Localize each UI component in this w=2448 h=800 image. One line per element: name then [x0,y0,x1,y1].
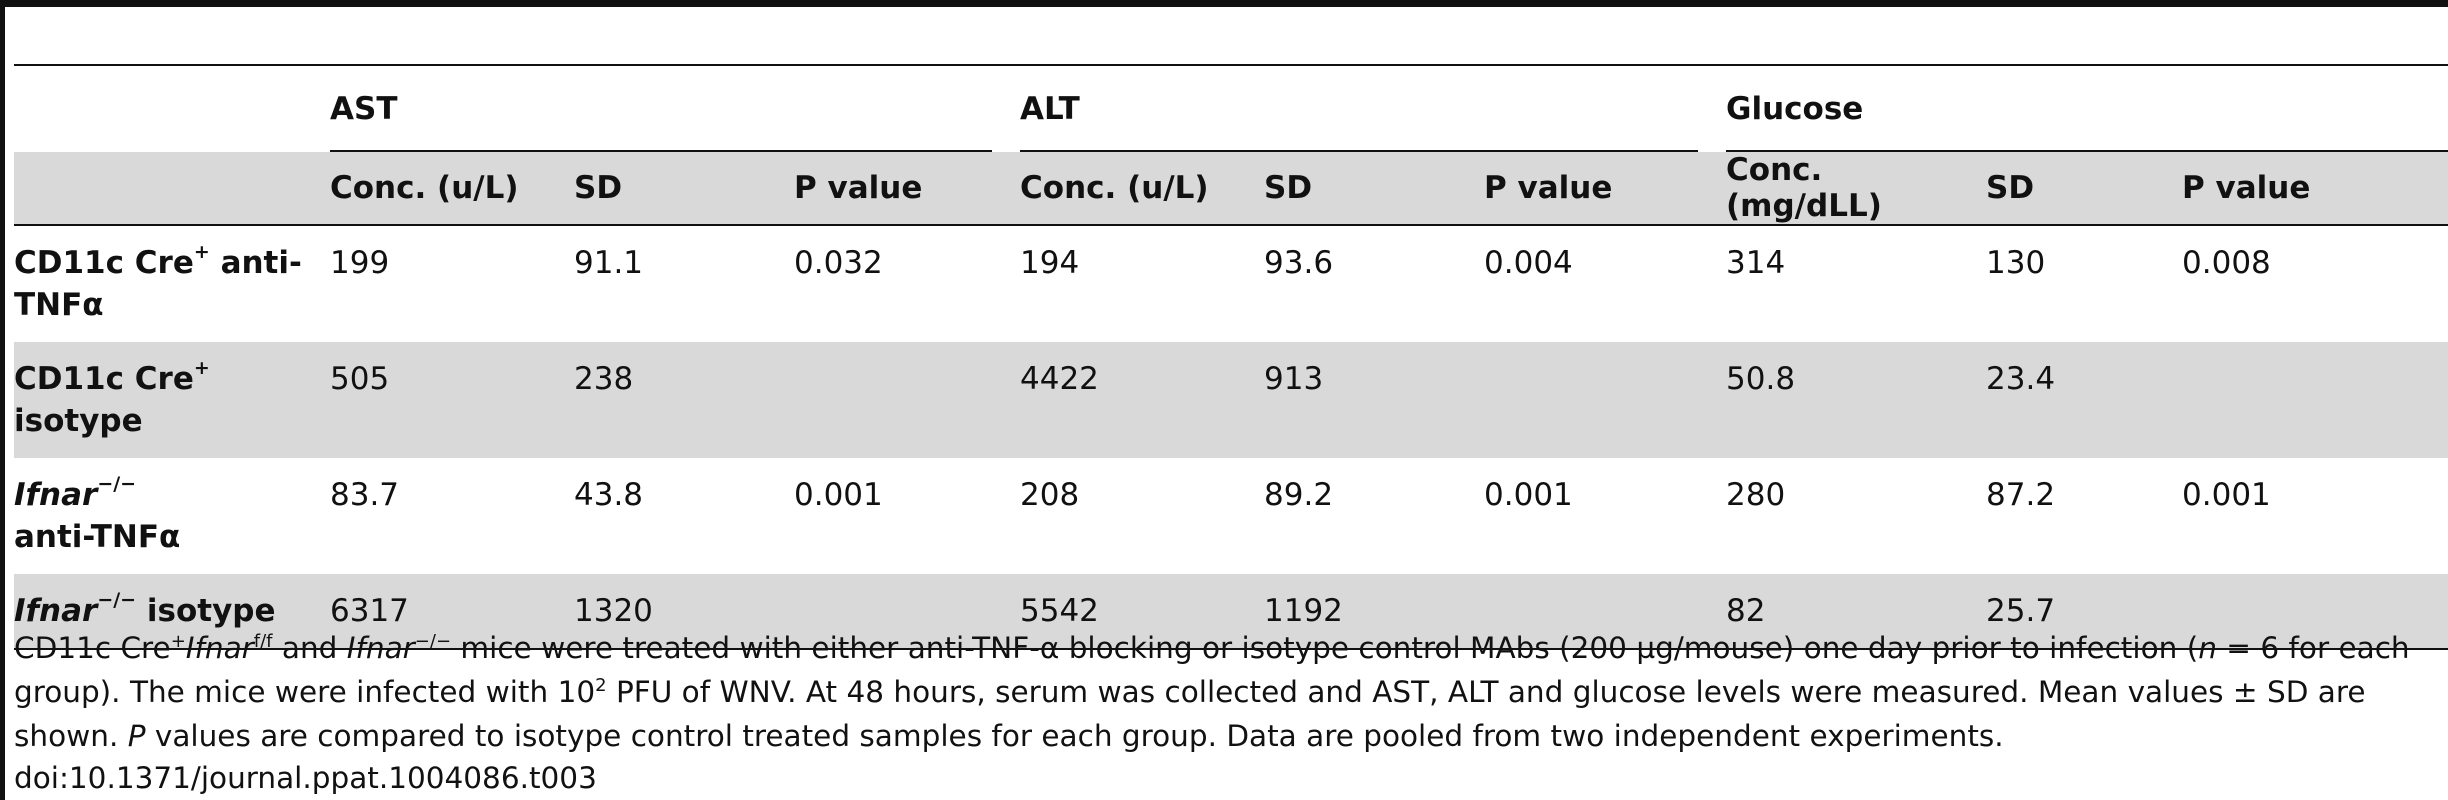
subheader-alt-p: P value [1484,152,1727,226]
row-label-sup: + [193,356,210,379]
table-cell [2182,342,2448,458]
table-caption: CD11c Cre+Ifnarf/f and Ifnar−/− mice wer… [14,626,2434,758]
doi-line: doi:10.1371/journal.ppat.1004086.t003 [14,761,597,795]
table-cell [794,574,1021,650]
table-cell: 0.001 [1484,477,1573,513]
row-label-text: CD11c Cre [14,361,194,397]
subheader-glucose-conc: Conc. (mg/dLL) [1726,152,1987,226]
row-label-text: isotype [136,593,276,629]
subheader-empty [14,152,330,226]
table-cell: 93.6 [1264,245,1334,281]
data-table: AST ALT Glucose Conc. (u/L) SD P value C… [14,64,2448,650]
subheader-glucose-sd: SD [1986,152,2183,226]
subheader-glucose-p: P value [2182,152,2448,226]
table-cell: 238 [574,342,794,458]
caption-italic: n [2198,631,2217,665]
row-label: Ifnar−/− anti-TNFα [14,458,330,574]
caption-text: and [272,631,347,665]
group-label-alt: ALT [1020,66,1726,152]
table-cell: 505 [330,342,574,458]
caption-text: = 6 for each group). The mice were infec… [14,631,2410,709]
table-cell: 194 [1020,245,1080,281]
row-label-sup: −/− [97,588,137,611]
table-cell [2182,574,2448,650]
caption-italic: Ifnar [185,631,254,665]
table-cell: 89.2 [1264,477,1334,513]
table-cell: 314 [1726,245,1786,281]
caption-sup: f/f [253,631,273,653]
row-label-text: isotype [14,403,143,439]
row-label: Ifnar−/− isotype [14,574,330,650]
row-label: CD11c Cre+ anti-TNFα [14,225,330,342]
table-cell: 913 [1264,342,1485,458]
subheader-ast-conc: Conc. (u/L) [330,152,574,226]
table-cell: 0.001 [794,477,883,513]
table-cell: 23.4 [1986,342,2183,458]
table-cell: 91.1 [574,245,644,281]
group-label-glucose: Glucose [1726,66,2448,152]
corner-cell [14,64,330,152]
table-cell: 82 [1726,574,1987,650]
table-row: CD11c Cre+ isotype 505 238 4422 913 50.8… [14,342,2448,458]
table-cell: 0.004 [1484,245,1573,281]
table-cell: 1192 [1264,574,1485,650]
group-header-glucose: Glucose [1726,64,2448,152]
caption-sup: −/− [414,631,452,653]
row-label-sup: + [193,240,210,263]
table-cell: 130 [1986,245,2046,281]
table-cell: 208 [1020,477,1080,513]
row-label: CD11c Cre+ isotype [14,342,330,458]
caption-text: PFU of WNV. At 48 hours, serum was colle… [14,675,2366,753]
row-label-text: Ifnar [14,477,98,513]
table-cell: 1320 [574,574,794,650]
table-cell: 0.001 [2182,477,2271,513]
caption-italic: Ifnar [346,631,415,665]
table-cell: 0.008 [2182,245,2271,281]
subheader-row: Conc. (u/L) SD P value Conc. (u/L) SD P … [14,152,2448,226]
row-label-text: CD11c Cre [14,245,194,281]
table-cell: 25.7 [1986,574,2183,650]
caption-sup: + [170,631,186,653]
group-label-ast: AST [330,66,1020,152]
table-cell [1484,342,1727,458]
subheader-ast-sd: SD [574,152,794,226]
row-label-text: anti-TNFα [14,519,181,555]
group-header-row: AST ALT Glucose [14,64,2448,152]
table-row: CD11c Cre+ anti-TNFα 199 91.1 0.032 194 … [14,225,2448,342]
table-cell: 50.8 [1726,342,1987,458]
top-rule [0,0,2448,7]
table-row: Ifnar−/− anti-TNFα 83.7 43.8 0.001 208 8… [14,458,2448,574]
table-cell: 199 [330,245,390,281]
table-cell: 5542 [1020,574,1265,650]
table-cell: 4422 [1020,342,1265,458]
subheader-ast-p: P value [794,152,1021,226]
table-cell: 0.032 [794,245,883,281]
row-label-sup: −/− [97,472,137,495]
subheader-alt-conc: Conc. (u/L) [1020,152,1265,226]
row-label-text: Ifnar [14,593,98,629]
left-rule [0,0,5,800]
table-row: Ifnar−/− isotype 6317 1320 5542 1192 82 … [14,574,2448,650]
table-cell: 83.7 [330,477,400,513]
data-table-container: AST ALT Glucose Conc. (u/L) SD P value C… [14,64,2448,650]
group-header-ast: AST [330,64,1021,152]
table-cell: 87.2 [1986,477,2056,513]
caption-text: values are compared to isotype control t… [145,719,2004,753]
table-cell [794,342,1021,458]
row-label-text: anti-TNFα [14,245,302,323]
caption-text: CD11c Cre [14,631,171,665]
table-cell [1484,574,1727,650]
caption-text: mice were treated with either anti-TNF-α… [451,631,2199,665]
subheader-alt-sd: SD [1264,152,1485,226]
caption-sup: 2 [595,675,607,697]
group-header-alt: ALT [1020,64,1727,152]
caption-italic: P [127,719,146,753]
table-cell: 280 [1726,477,1786,513]
table-cell: 43.8 [574,477,644,513]
table-cell: 6317 [330,574,574,650]
